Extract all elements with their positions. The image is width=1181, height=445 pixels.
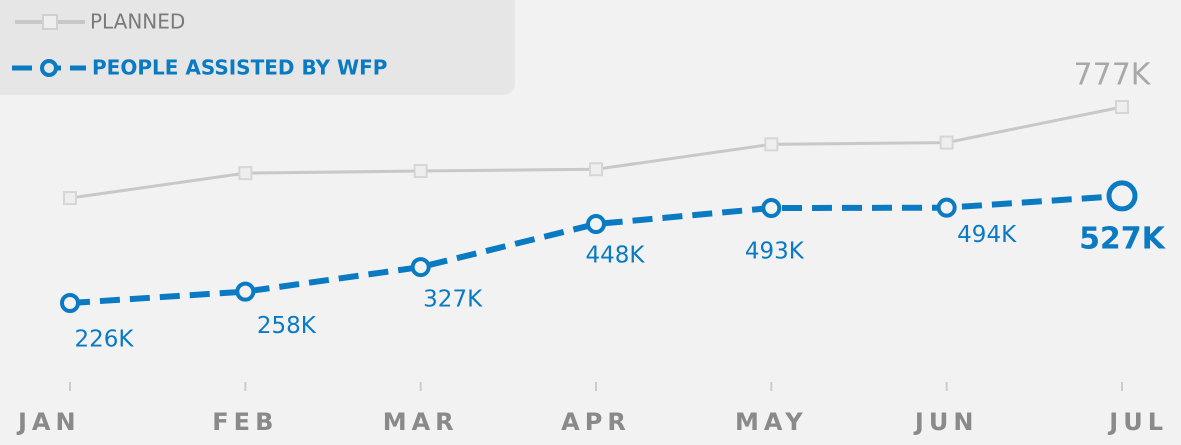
planned-marker	[413, 164, 428, 179]
planned-line	[69, 105, 1123, 200]
planned-marker	[764, 137, 779, 152]
assisted-marker	[410, 257, 431, 278]
legend-assisted-label: PEOPLE ASSISTED BY WFP	[92, 56, 387, 80]
planned-marker	[238, 166, 253, 181]
assisted-value-label: 226K	[75, 327, 135, 353]
x-tick-label: MAR	[383, 408, 459, 436]
planned-marker	[589, 162, 603, 177]
x-tick-label: JAN	[16, 408, 81, 436]
legend-planned-label: PLANNED	[90, 10, 185, 34]
planned-marker	[63, 191, 77, 206]
assisted-marker	[1106, 180, 1138, 212]
assisted-value-label: 527K	[1079, 221, 1167, 256]
assisted-value-label: 494K	[957, 222, 1017, 248]
legend-box	[0, 0, 515, 95]
planned-marker	[1115, 100, 1129, 114]
x-tick-label: FEB	[212, 408, 278, 436]
assisted-value-label: 493K	[745, 239, 805, 265]
assisted-marker	[60, 293, 80, 313]
x-tick-label: JUN	[913, 408, 979, 436]
x-tick-label: MAY	[735, 408, 808, 436]
assisted-marker	[235, 281, 256, 302]
x-tick-label: JUL	[1107, 408, 1168, 436]
planned-marker	[939, 135, 954, 150]
assisted-marker	[586, 214, 606, 235]
legend-assisted-marker	[40, 59, 58, 77]
assisted-value-label: 327K	[423, 287, 483, 313]
assisted-marker	[761, 198, 782, 219]
x-tick-label: APR	[561, 408, 631, 436]
legend-planned-marker	[42, 14, 58, 30]
planned-value-label: 777K	[1074, 58, 1152, 93]
assisted-value-label: 258K	[257, 313, 317, 339]
assisted-value-label: 448K	[586, 243, 646, 269]
assisted-marker	[936, 197, 957, 218]
